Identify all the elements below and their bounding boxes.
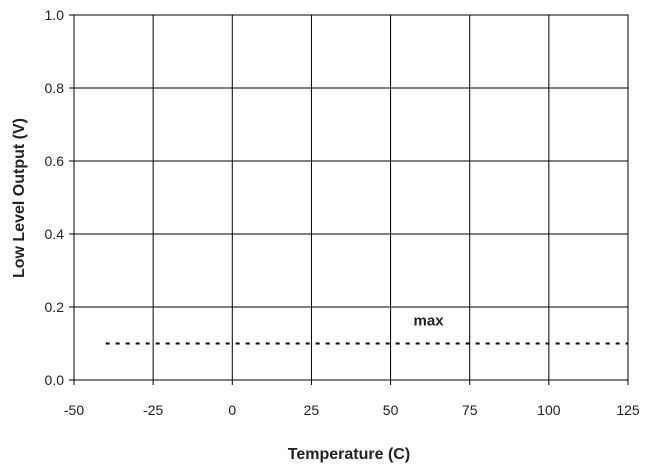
x-tick-label: -50: [64, 402, 84, 418]
x-axis-title: Temperature (C): [288, 446, 410, 463]
x-tick-label: 100: [537, 402, 561, 418]
x-tick-label: 0: [228, 402, 236, 418]
x-tick-label: -25: [143, 402, 163, 418]
y-tick-label: 0.4: [45, 226, 65, 242]
y-tick-label: 1.0: [45, 7, 65, 23]
y-tick-label: 0.8: [45, 80, 65, 96]
grid: [73, 14, 629, 381]
x-tick-label: 75: [462, 402, 478, 418]
x-tick-label: 125: [616, 402, 640, 418]
y-axis-ticks: 0.0 0.2 0.4 0.6 0.8 1.0: [45, 7, 74, 388]
x-tick-label: 25: [304, 402, 320, 418]
y-axis-title: Low Level Output (V): [11, 118, 28, 278]
annotations: max: [414, 312, 445, 329]
x-tick-label: 50: [383, 402, 399, 418]
plot-frame: [73, 14, 629, 381]
y-tick-label: 0.6: [45, 153, 65, 169]
x-axis-ticks: -50 -25 0 25 50 75 100 125: [64, 380, 640, 418]
y-tick-label: 0.0: [45, 372, 65, 388]
y-tick-label: 0.2: [45, 299, 65, 315]
annotation-label: max: [414, 312, 445, 329]
